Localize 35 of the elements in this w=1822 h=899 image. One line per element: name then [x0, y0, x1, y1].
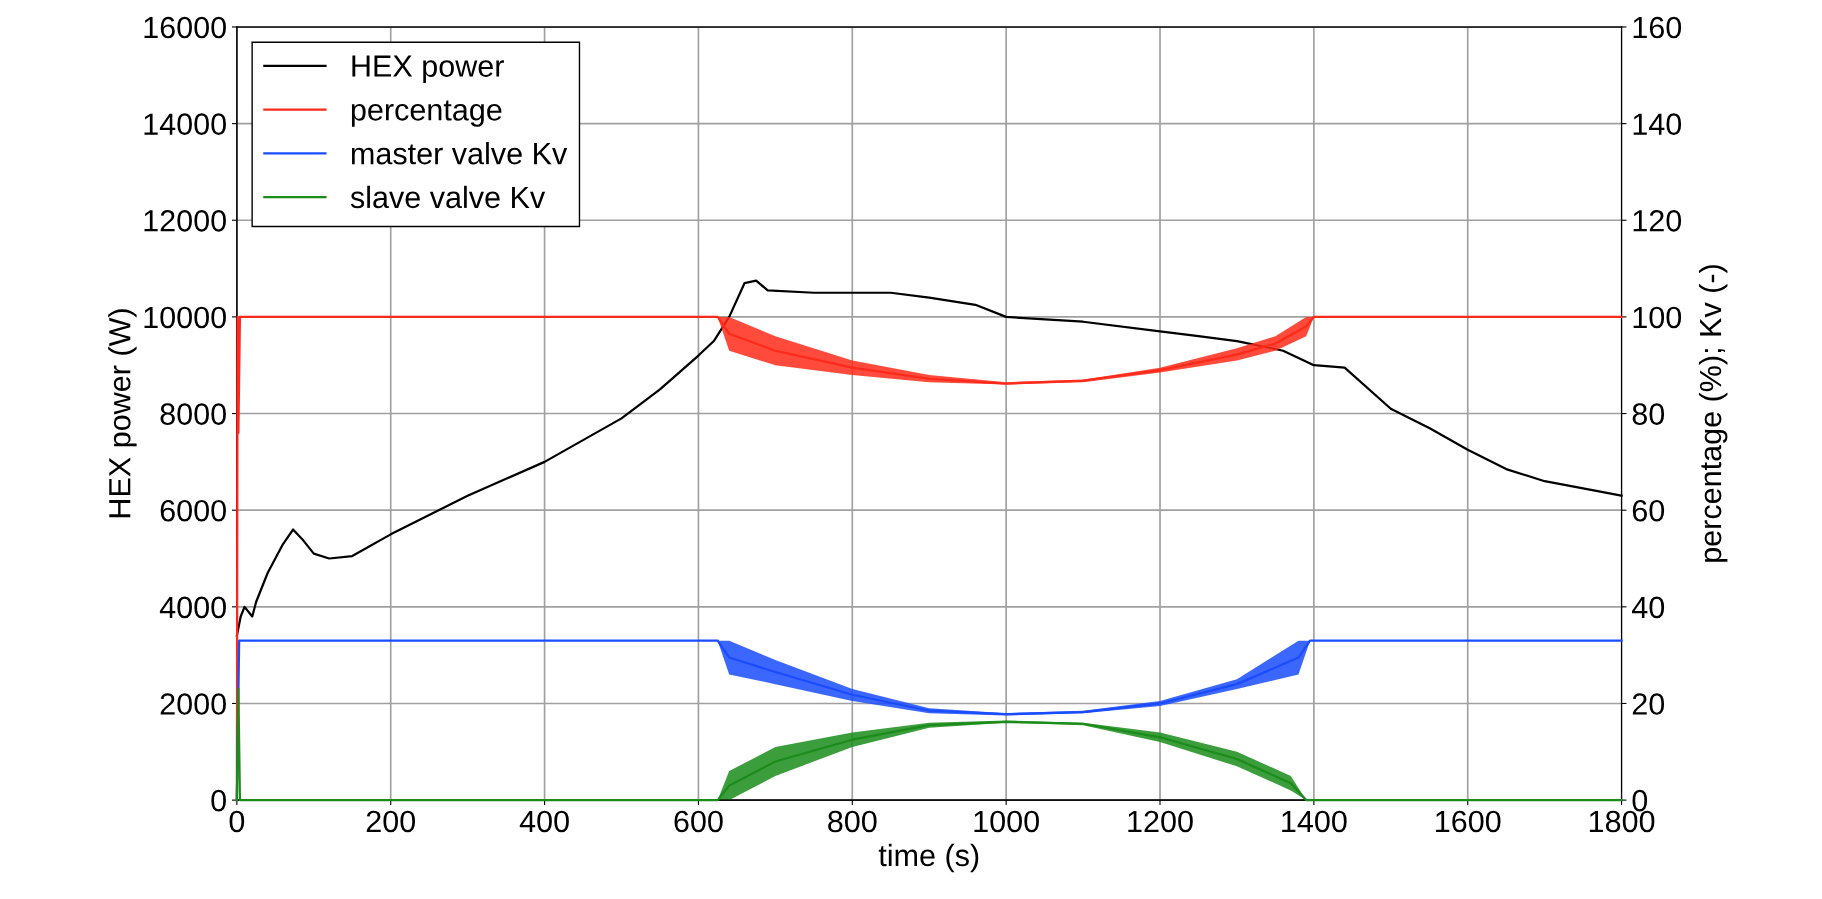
x-tick-label: 1200 — [1128, 810, 1193, 833]
x-axis-title: time (s) — [878, 843, 979, 873]
x-tick-label: 0 — [229, 810, 245, 833]
y-tick-label: 10000 — [144, 306, 226, 329]
legend-label: slave valve Kv — [350, 185, 546, 209]
y2-tick-label: 0 — [1632, 789, 1648, 812]
y2-tick-label: 80 — [1632, 403, 1665, 425]
y-tick-label: 2000 — [160, 693, 226, 715]
x-tick-label: 1600 — [1436, 810, 1501, 833]
legend-label: master valve Kv — [351, 141, 568, 165]
x-tick-label: 1800 — [1589, 810, 1655, 833]
y-tick-label: 14000 — [144, 113, 226, 135]
y2-axis-title: percentage (%); Kv (-) — [1698, 265, 1728, 562]
y-tick-label: 0 — [211, 789, 226, 812]
y2-tick-label: 20 — [1632, 693, 1665, 715]
x-tick-label: 800 — [828, 810, 877, 833]
legend-label: percentage — [351, 100, 502, 127]
x-tick-label: 400 — [519, 810, 569, 833]
x-tick-label: 200 — [366, 810, 416, 833]
x-tick-label: 1400 — [1282, 810, 1347, 833]
y-tick-label: 12000 — [144, 209, 226, 232]
y-tick-label: 6000 — [160, 499, 226, 522]
y2-tick-label: 160 — [1633, 16, 1682, 39]
legend-label: HEX power — [352, 55, 504, 83]
y2-tick-label: 100 — [1633, 306, 1682, 329]
y-tick-label: 4000 — [159, 596, 226, 619]
y-tick-label: 16000 — [144, 16, 226, 39]
x-tick-label: 600 — [674, 810, 723, 833]
x-tick-label: 1000 — [974, 810, 1039, 833]
y2-tick-label: 60 — [1632, 499, 1665, 522]
y-axis-title: HEX power (W) — [108, 309, 137, 518]
y2-tick-label: 40 — [1632, 596, 1665, 619]
y2-tick-label: 120 — [1633, 209, 1682, 232]
y-tick-label: 8000 — [160, 403, 226, 425]
y2-tick-label: 140 — [1633, 113, 1682, 135]
